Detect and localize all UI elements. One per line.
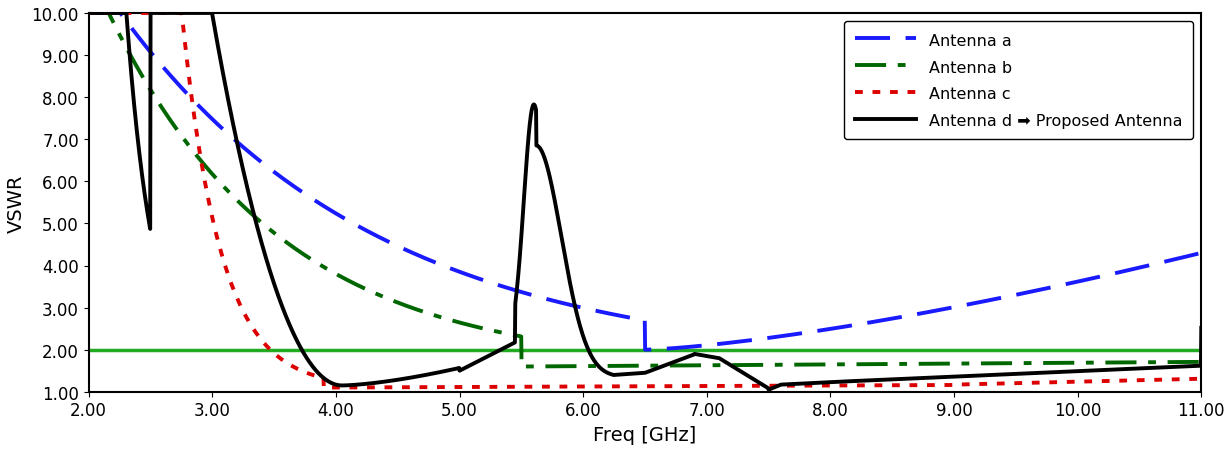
- Antenna c: [1052, 380, 1067, 385]
- Antenna a: [1194, 251, 1209, 256]
- Antenna b: [81, 11, 96, 17]
- Line: Antenna a: Antenna a: [89, 14, 1201, 350]
- Antenna d ➡ Proposed Antenna: [761, 387, 776, 392]
- Line: Antenna d ➡ Proposed Antenna: Antenna d ➡ Proposed Antenna: [89, 14, 1201, 390]
- Antenna b: [514, 364, 529, 369]
- Antenna b: [1173, 359, 1188, 365]
- Antenna d ➡ Proposed Antenna: [81, 11, 96, 17]
- Antenna a: [81, 11, 96, 17]
- Antenna c: [275, 357, 290, 362]
- Antenna d ➡ Proposed Antenna: [508, 301, 522, 307]
- Line: Antenna c: Antenna c: [89, 14, 1201, 388]
- Line: Antenna b: Antenna b: [89, 14, 1201, 367]
- Antenna c: [1173, 377, 1188, 382]
- Antenna c: [557, 384, 572, 389]
- Antenna c: [208, 229, 223, 235]
- Antenna a: [556, 301, 570, 306]
- Antenna d ➡ Proposed Antenna: [275, 303, 290, 308]
- Legend: Antenna a, Antenna b, Antenna c, Antenna d ➡ Proposed Antenna: Antenna a, Antenna b, Antenna c, Antenna…: [844, 22, 1194, 140]
- Antenna a: [638, 347, 653, 353]
- Antenna c: [81, 11, 96, 17]
- Antenna a: [1173, 256, 1188, 261]
- Antenna a: [1052, 283, 1067, 289]
- Antenna c: [317, 385, 331, 391]
- Antenna d ➡ Proposed Antenna: [1194, 325, 1209, 331]
- Antenna d ➡ Proposed Antenna: [208, 31, 223, 36]
- Antenna c: [1194, 376, 1209, 382]
- Antenna b: [1052, 360, 1067, 366]
- Antenna b: [508, 333, 522, 338]
- Y-axis label: VSWR: VSWR: [7, 174, 26, 232]
- Antenna b: [275, 236, 290, 242]
- Antenna a: [275, 175, 290, 181]
- Antenna b: [557, 364, 572, 369]
- Antenna a: [208, 120, 223, 126]
- Antenna b: [1194, 359, 1209, 365]
- Antenna a: [508, 288, 522, 293]
- Antenna b: [208, 175, 223, 181]
- X-axis label: Freq [GHz]: Freq [GHz]: [594, 425, 696, 444]
- Antenna c: [509, 384, 524, 390]
- Antenna d ➡ Proposed Antenna: [556, 246, 570, 252]
- Antenna d ➡ Proposed Antenna: [1052, 369, 1067, 375]
- Antenna d ➡ Proposed Antenna: [1173, 364, 1188, 369]
